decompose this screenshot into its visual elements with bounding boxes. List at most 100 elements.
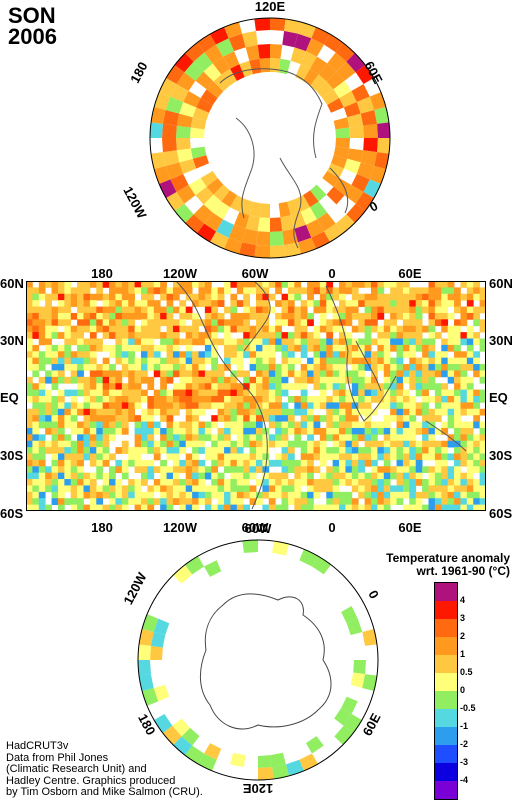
anomaly-cell bbox=[422, 485, 429, 493]
anomaly-cell bbox=[89, 306, 97, 314]
anomaly-cell bbox=[262, 459, 270, 467]
anomaly-cell bbox=[275, 287, 282, 295]
anomaly-cell bbox=[434, 447, 442, 454]
anomaly-cell bbox=[300, 498, 308, 506]
anomaly-cell bbox=[70, 421, 78, 429]
anomaly-cell bbox=[109, 389, 116, 397]
anomaly-cell bbox=[57, 396, 65, 403]
anomaly-cell bbox=[441, 453, 449, 461]
anomaly-cell bbox=[358, 376, 366, 384]
anomaly-cell bbox=[256, 376, 263, 384]
anomaly-cell bbox=[460, 447, 468, 454]
anomaly-cell bbox=[153, 485, 161, 493]
anomaly-cell bbox=[371, 447, 378, 454]
anomaly-cell bbox=[454, 344, 461, 352]
anomaly-cell bbox=[51, 383, 59, 391]
anomaly-cell bbox=[422, 504, 429, 511]
global-anomaly-cells bbox=[26, 281, 486, 511]
anomaly-cell bbox=[153, 466, 161, 474]
anomaly-cell bbox=[259, 203, 270, 218]
legend-title-line1: Temperature anomaly bbox=[386, 551, 510, 565]
anomaly-cell bbox=[415, 427, 423, 435]
top-axis-0: 0 bbox=[328, 266, 336, 281]
anomaly-cell bbox=[339, 402, 346, 410]
anomaly-cell bbox=[326, 186, 345, 205]
anomaly-cell bbox=[115, 427, 123, 435]
anomaly-cell bbox=[409, 466, 417, 474]
anomaly-cell bbox=[57, 459, 65, 467]
anomaly-cell bbox=[339, 408, 346, 416]
anomaly-cell bbox=[223, 51, 240, 69]
anomaly-cell bbox=[262, 293, 270, 301]
anomaly-cell bbox=[153, 325, 161, 333]
anomaly-cell bbox=[83, 491, 91, 499]
anomaly-cell bbox=[96, 472, 104, 480]
anomaly-cell bbox=[390, 287, 397, 295]
anomaly-cell bbox=[236, 453, 244, 461]
anomaly-cell bbox=[326, 402, 334, 410]
anomaly-cell bbox=[38, 364, 46, 371]
anomaly-cell bbox=[147, 344, 155, 352]
antarctica-outline bbox=[200, 593, 332, 730]
anomaly-cell bbox=[153, 402, 161, 410]
anomaly-cell bbox=[287, 370, 295, 378]
anomaly-cell bbox=[96, 440, 104, 448]
anomaly-cell bbox=[479, 485, 486, 493]
anomaly-cell bbox=[466, 383, 474, 391]
anomaly-cell bbox=[330, 155, 348, 169]
anomaly-cell bbox=[473, 491, 481, 499]
anomaly-cell bbox=[166, 287, 174, 295]
anomaly-cell bbox=[473, 498, 481, 506]
anomaly-cell bbox=[307, 447, 314, 454]
anomaly-cell bbox=[179, 351, 187, 359]
anomaly-cell bbox=[402, 351, 410, 359]
anomaly-cell bbox=[313, 466, 321, 474]
anomaly-cell bbox=[147, 421, 155, 429]
anomaly-cell bbox=[256, 357, 263, 365]
anomaly-cell bbox=[268, 338, 276, 346]
anomaly-cell bbox=[51, 319, 59, 327]
anomaly-cell bbox=[275, 402, 282, 410]
anomaly-cell bbox=[371, 306, 378, 314]
anomaly-cell bbox=[262, 402, 270, 410]
anomaly-cell bbox=[345, 421, 353, 429]
anomaly-cell bbox=[77, 376, 84, 384]
anomaly-cell bbox=[142, 687, 159, 706]
anomaly-cell bbox=[128, 396, 136, 403]
anomaly-cell bbox=[371, 472, 378, 480]
anomaly-cell bbox=[77, 447, 84, 454]
anomaly-cell bbox=[287, 485, 295, 493]
legend-tick-label: 3 bbox=[460, 612, 466, 623]
anomaly-cell bbox=[326, 293, 334, 301]
anomaly-cell bbox=[172, 408, 180, 416]
anomaly-cell bbox=[396, 287, 404, 295]
anomaly-cell bbox=[268, 459, 276, 467]
anomaly-cell bbox=[211, 491, 219, 499]
anomaly-cell bbox=[198, 287, 206, 295]
anomaly-cell bbox=[319, 293, 327, 301]
anomaly-cell bbox=[307, 498, 314, 506]
anomaly-cell bbox=[249, 383, 257, 391]
anomaly-cell bbox=[332, 376, 340, 384]
anomaly-cell bbox=[307, 281, 314, 288]
anomaly-cell bbox=[121, 370, 129, 378]
anomaly-cell bbox=[70, 466, 78, 474]
anomaly-cell bbox=[256, 421, 263, 429]
anomaly-cell bbox=[319, 370, 327, 378]
anomaly-cell bbox=[109, 325, 116, 333]
anomaly-cell bbox=[141, 459, 148, 467]
anomaly-cell bbox=[160, 319, 167, 327]
anomaly-cell bbox=[332, 479, 340, 486]
anomaly-cell bbox=[179, 287, 187, 295]
anomaly-cell bbox=[466, 485, 474, 493]
anomaly-cell bbox=[224, 447, 231, 454]
anomaly-cell bbox=[242, 30, 258, 48]
anomaly-cell bbox=[51, 281, 59, 288]
anomaly-cell bbox=[326, 357, 334, 365]
anomaly-cell bbox=[275, 312, 282, 320]
anomaly-cell bbox=[164, 192, 185, 213]
anomaly-cell bbox=[166, 504, 174, 511]
anomaly-cell bbox=[147, 357, 155, 365]
anomaly-cell bbox=[45, 402, 52, 410]
anomaly-cell bbox=[270, 752, 286, 768]
